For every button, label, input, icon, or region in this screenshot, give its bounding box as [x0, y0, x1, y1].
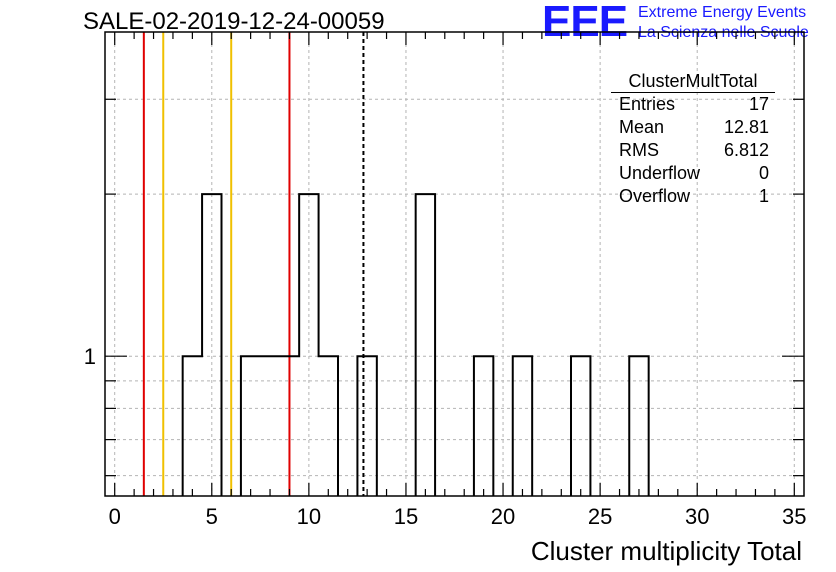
y-tick-label: 1	[84, 344, 96, 369]
stat-name: Mean	[619, 117, 665, 137]
x-tick-label: 10	[297, 504, 321, 529]
stat-row-entries: Entries 17	[611, 93, 775, 116]
stat-row-overflow: Overflow 1	[611, 185, 775, 208]
x-tick-label: 25	[588, 504, 612, 529]
stat-name: Underflow	[619, 163, 701, 183]
histogram-bin	[571, 356, 590, 496]
stat-value: 12.81	[723, 117, 769, 137]
stats-box: ClusterMultTotal Entries 17 Mean 12.81 RMS 6.…	[611, 70, 775, 208]
histogram-bin	[629, 356, 648, 496]
stat-row-underflow: Underflow 0	[611, 162, 775, 185]
x-tick-label: 20	[491, 504, 515, 529]
logo-line-1: Extreme Energy Events	[638, 4, 807, 21]
stat-value: 0	[758, 163, 769, 183]
x-tick-label: 35	[782, 504, 806, 529]
histogram-layer	[181, 193, 650, 496]
histogram-bin	[183, 356, 202, 496]
stats-title: ClusterMultTotal	[611, 70, 775, 93]
histogram-bin	[357, 356, 376, 496]
stat-value: 6.812	[723, 140, 769, 160]
axis-layer: 0 5 10 15 20 25 30 351	[84, 31, 807, 529]
stat-row-mean: Mean 12.81	[611, 116, 775, 139]
grid-layer	[105, 32, 804, 496]
stat-name: RMS	[619, 140, 659, 160]
stat-value: 1	[758, 186, 769, 206]
stat-value: 17	[748, 94, 769, 114]
logo-mark: EEE	[542, 0, 628, 46]
histogram-bin	[241, 356, 260, 496]
page-title: SALE-02-2019-12-24-00059	[83, 8, 385, 35]
stat-name: Entries	[619, 94, 676, 114]
x-tick-label: 15	[394, 504, 418, 529]
x-tick-label: 0	[109, 504, 121, 529]
x-tick-label: 5	[206, 504, 218, 529]
x-axis-title: Cluster multiplicity Total	[531, 536, 802, 566]
plot-frame	[104, 31, 805, 497]
histogram-outline	[181, 193, 650, 496]
histogram-bin	[513, 356, 532, 496]
histogram-bin	[319, 356, 338, 496]
stats-rows: Entries 17 Mean 12.81 RMS 6.812 Underflow 0 Over…	[611, 93, 775, 208]
histogram-bin	[416, 194, 435, 496]
reference-lines-layer	[142, 32, 365, 496]
stat-name: Overflow	[619, 186, 691, 206]
stat-row-rms: RMS 6.812	[611, 139, 775, 162]
histogram-bin	[260, 356, 279, 496]
histogram-bin	[474, 356, 493, 496]
x-tick-label: 30	[685, 504, 709, 529]
